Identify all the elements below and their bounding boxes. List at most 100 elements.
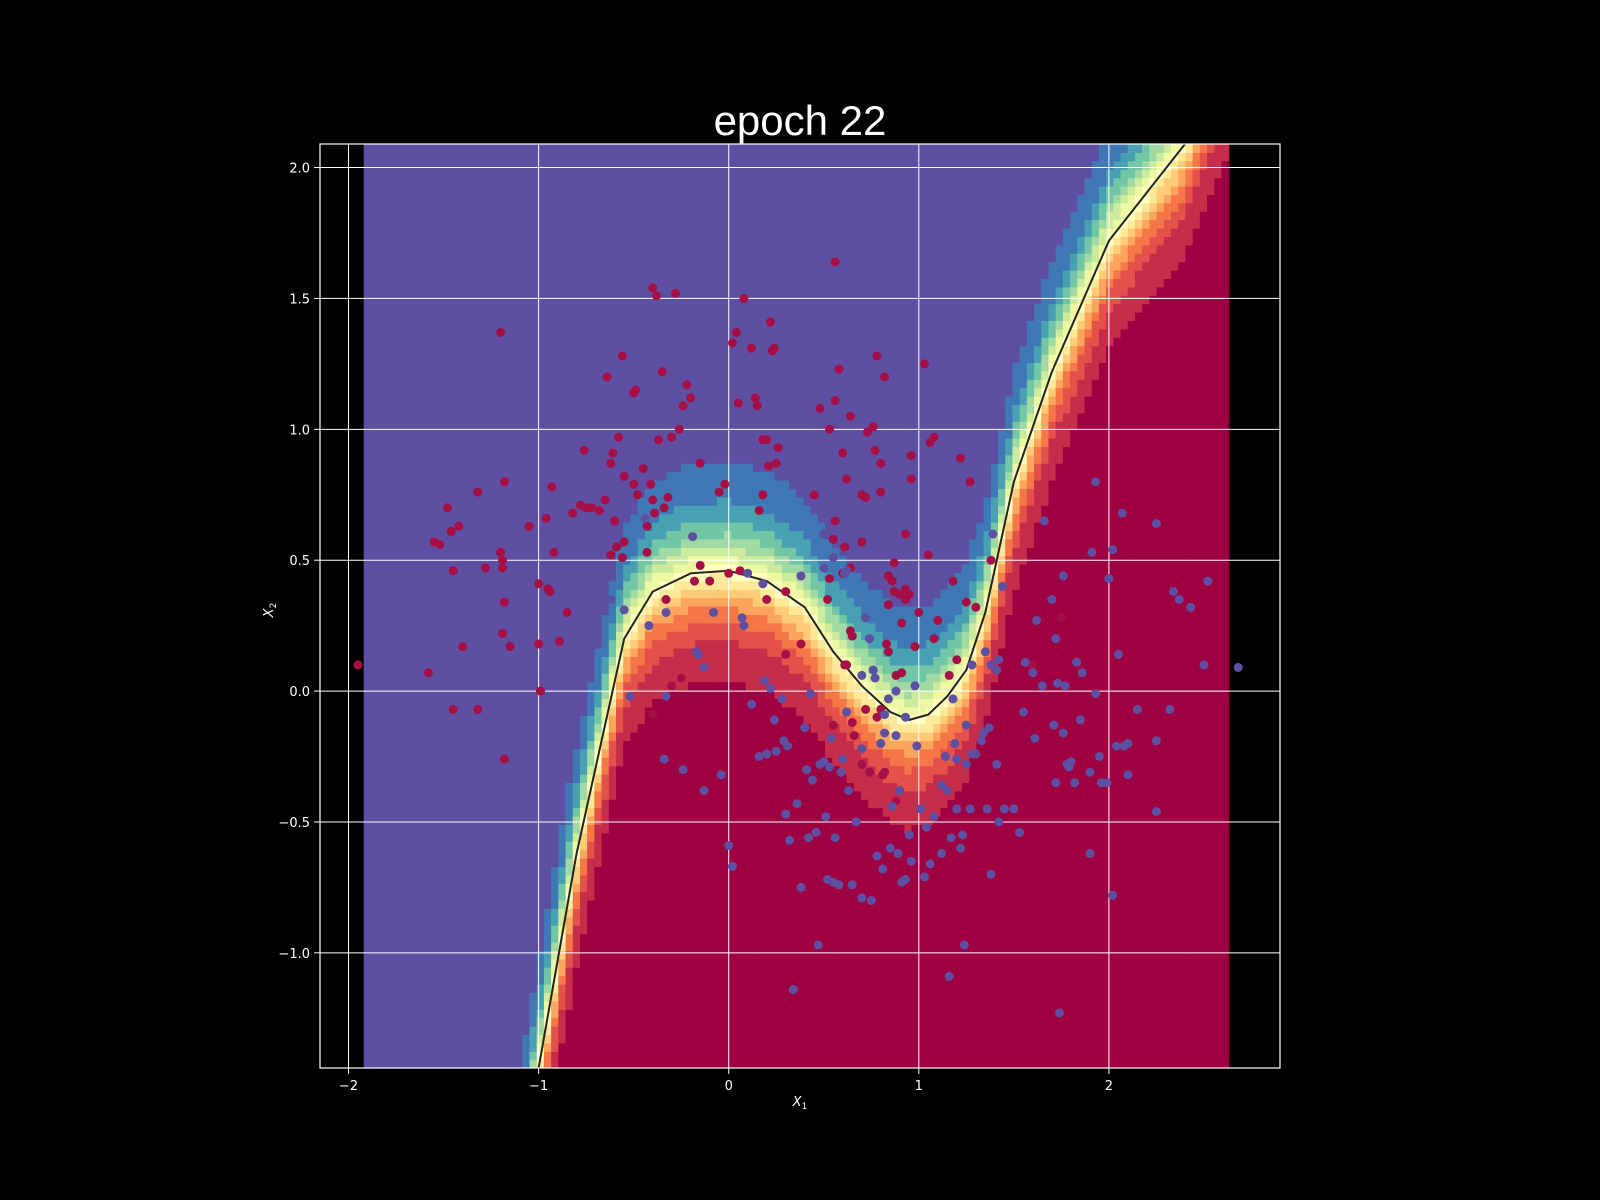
region-cell — [543, 740, 552, 750]
region-cell — [486, 799, 495, 809]
region-cell — [507, 236, 516, 246]
region-cell — [673, 177, 682, 187]
region-cell — [370, 622, 379, 632]
region-cell — [522, 866, 531, 876]
region-cell — [536, 706, 545, 716]
region-cell — [644, 782, 653, 792]
region-cell — [378, 706, 386, 716]
region-cell — [471, 320, 480, 330]
region-cell — [637, 152, 646, 162]
region-cell — [450, 656, 459, 666]
region-cell — [551, 664, 559, 674]
region-cell — [385, 202, 394, 212]
region-cell — [457, 572, 466, 582]
region-cell — [443, 774, 451, 783]
region-cell — [666, 832, 675, 842]
region-cell — [406, 606, 415, 615]
region-cell — [406, 975, 415, 985]
region-cell — [479, 446, 487, 456]
region-cell — [644, 253, 653, 263]
region-cell — [399, 748, 408, 758]
region-cell — [370, 681, 379, 691]
region-cell — [572, 362, 581, 372]
region-cell — [406, 295, 415, 305]
region-cell — [493, 404, 502, 414]
region-cell — [579, 429, 588, 439]
region-cell — [659, 656, 668, 666]
region-cell — [428, 916, 437, 926]
region-cell — [666, 505, 675, 515]
region-cell — [558, 740, 567, 750]
region-cell — [594, 614, 603, 624]
region-cell — [399, 328, 408, 338]
region-cell — [471, 1000, 480, 1010]
region-cell — [630, 286, 639, 296]
region-cell — [529, 362, 538, 372]
region-cell — [479, 942, 487, 951]
region-cell — [558, 1059, 567, 1068]
region-cell — [363, 488, 372, 498]
region-cell — [644, 169, 653, 179]
region-cell — [572, 933, 581, 943]
region-cell — [594, 765, 603, 775]
region-cell — [608, 345, 617, 355]
region-cell — [652, 958, 660, 968]
region-cell — [543, 387, 552, 397]
region-cell — [428, 606, 437, 615]
region-cell — [378, 404, 386, 414]
region-cell — [500, 370, 509, 380]
region-cell — [399, 1017, 408, 1027]
region-cell — [370, 396, 379, 405]
region-cell — [522, 832, 531, 842]
region-cell — [587, 933, 595, 943]
region-cell — [601, 807, 610, 817]
region-cell — [666, 958, 675, 968]
region-cell — [673, 312, 682, 321]
region-cell — [637, 942, 646, 951]
region-cell — [370, 438, 379, 447]
region-cell — [363, 354, 372, 363]
region-cell — [601, 286, 610, 296]
region-cell — [630, 211, 639, 221]
region-cell — [529, 992, 538, 1002]
region-cell — [543, 622, 552, 632]
region-cell — [378, 505, 386, 515]
region-cell — [601, 824, 610, 834]
region-cell — [385, 228, 394, 237]
region-cell — [579, 337, 588, 347]
region-cell — [644, 152, 653, 162]
region-cell — [507, 547, 516, 557]
region-cell — [507, 858, 516, 867]
region-cell — [457, 967, 466, 977]
region-cell — [421, 807, 430, 817]
region-cell — [399, 169, 408, 179]
region-cell — [688, 942, 696, 951]
region-cell — [522, 874, 531, 884]
region-cell — [659, 849, 668, 859]
region-cell — [601, 841, 610, 851]
region-cell — [587, 765, 595, 775]
region-cell — [572, 530, 581, 540]
region-cell — [464, 681, 473, 691]
region-cell — [529, 984, 538, 993]
region-cell — [370, 202, 379, 212]
region-cell — [558, 362, 567, 372]
region-cell — [644, 908, 653, 918]
region-cell — [594, 186, 603, 195]
region-cell — [623, 547, 632, 557]
region-cell — [652, 832, 660, 842]
region-cell — [370, 547, 379, 557]
region-cell — [414, 656, 422, 666]
region-cell — [666, 933, 675, 943]
region-cell — [587, 1017, 595, 1027]
region-cell — [579, 597, 588, 607]
region-cell — [385, 463, 394, 473]
region-cell — [565, 1034, 574, 1044]
region-cell — [414, 152, 422, 162]
region-cell — [443, 606, 451, 615]
region-cell — [363, 421, 372, 431]
region-cell — [363, 614, 372, 624]
region-cell — [587, 362, 595, 372]
region-cell — [515, 866, 523, 876]
region-cell — [500, 967, 509, 977]
